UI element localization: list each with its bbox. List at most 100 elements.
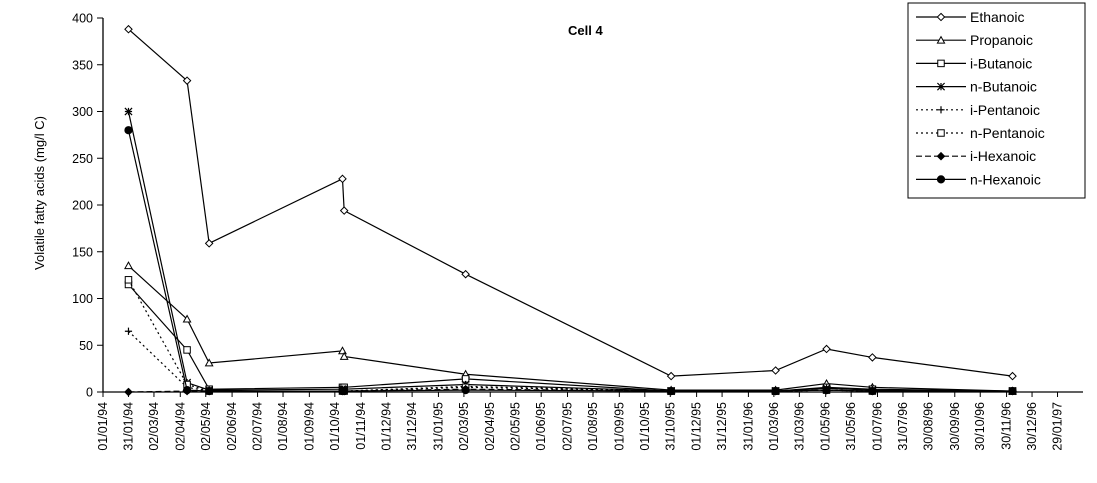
x-tick-label: 02/05/94 — [199, 402, 213, 451]
data-point-ethanoic — [666, 371, 676, 381]
data-point-ethanoic — [461, 269, 470, 279]
series-line-n-butanoic — [127, 111, 1013, 392]
data-point-propanoic — [339, 351, 349, 360]
data-point-n-hexanoic — [461, 386, 470, 395]
data-point-propanoic — [124, 261, 133, 270]
x-tick-label: 31/05/96 — [844, 402, 858, 451]
x-tick-label: 01/01/94 — [96, 402, 110, 451]
data-point-i-hexanoic — [124, 387, 133, 397]
legend-marker-ethanoic — [936, 12, 946, 22]
x-tick-label: 01/12/94 — [380, 402, 394, 451]
data-point-ethanoic — [339, 206, 349, 215]
x-tick-label: 02/06/94 — [225, 402, 239, 451]
data-point-n-butanoic — [124, 107, 133, 116]
x-tick-label: 02/07/95 — [561, 402, 575, 451]
x-tick-label: 29/01/97 — [1051, 402, 1065, 451]
x-tick-label: 30/12/96 — [1025, 402, 1039, 451]
legend-label-i-hexanoic: i-Hexanoic — [970, 148, 1036, 164]
x-tick-label: 02/04/95 — [483, 402, 497, 451]
x-tick-label: 31/07/96 — [896, 402, 910, 451]
x-tick-label: 02/03/94 — [147, 402, 161, 451]
data-point-i-pentanoic — [124, 327, 133, 335]
legend-marker-n-pentanoic — [937, 129, 945, 137]
x-tick-label: 31/12/95 — [715, 402, 729, 451]
x-tick-label: 30/09/96 — [948, 402, 962, 451]
legend-marker-n-hexanoic — [936, 175, 946, 184]
x-tick-label: 31/10/95 — [663, 402, 677, 451]
y-tick-label: 200 — [72, 199, 93, 213]
data-point-ethanoic — [182, 76, 192, 85]
legend-marker-propanoic — [936, 35, 946, 44]
x-tick-label: 01/08/95 — [586, 402, 600, 451]
series-line-n-hexanoic — [127, 130, 1013, 392]
x-tick-label: 30/10/96 — [973, 402, 987, 451]
data-point-n-hexanoic — [182, 386, 192, 395]
y-tick-label: 250 — [72, 152, 93, 166]
data-point-n-hexanoic — [822, 386, 831, 395]
data-point-n-hexanoic — [340, 386, 349, 396]
series-propanoic — [124, 261, 1017, 395]
x-tick-label: 30/08/96 — [921, 402, 935, 451]
x-tick-label: 01/07/96 — [870, 402, 884, 451]
x-tick-label: 31/01/96 — [741, 402, 755, 451]
data-point-propanoic — [204, 358, 214, 367]
y-tick-label: 400 — [72, 12, 93, 26]
x-tick-label: 01/08/94 — [276, 402, 290, 451]
data-point-ethanoic — [204, 239, 214, 248]
chart-series — [124, 24, 1017, 397]
series-line-i-butanoic — [128, 284, 1013, 392]
chart-axes: 0 50 100 150 200 250 300 350 400 01/01/94 31/01/94… — [72, 12, 1083, 451]
data-point-ethanoic — [822, 344, 831, 354]
x-tick-label: 02/04/94 — [173, 402, 187, 451]
x-tick-label: 01/09/94 — [302, 402, 316, 451]
x-tick-label: 31/03/96 — [792, 402, 806, 451]
legend-marker-n-butanoic — [936, 82, 946, 91]
data-point-n-hexanoic — [1008, 386, 1017, 396]
x-tick-label: 01/10/95 — [638, 402, 652, 451]
data-point-ethanoic — [1008, 371, 1017, 381]
series-line-n-pentanoic — [127, 279, 1013, 392]
legend-label-n-pentanoic: n-Pentanoic — [970, 125, 1045, 141]
legend-box — [907, 2, 1086, 199]
x-tick-label: 01/06/95 — [534, 402, 548, 451]
data-point-n-hexanoic — [124, 126, 133, 135]
data-point-n-hexanoic — [771, 386, 780, 396]
x-tick-label: 01/12/95 — [690, 402, 704, 451]
y-axis-title: Volatile fatty acids (mg/l C) — [32, 116, 47, 270]
series-line-ethanoic — [128, 28, 1013, 377]
data-point-n-hexanoic — [868, 386, 877, 396]
legend-label-n-butanoic: n-Butanoic — [970, 79, 1037, 95]
x-tick-label: 01/09/95 — [612, 402, 626, 451]
legend-label-i-pentanoic: i-Pentanoic — [970, 102, 1040, 118]
y-tick-label: 0 — [86, 386, 93, 400]
x-tick-label: 31/01/94 — [121, 402, 135, 451]
legend-label-n-hexanoic: n-Hexanoic — [970, 171, 1041, 187]
x-tick-label: 02/07/94 — [251, 402, 265, 451]
data-point-ethanoic — [124, 24, 133, 34]
y-tick-label: 150 — [72, 245, 93, 259]
series-n-butanoic — [124, 107, 1017, 396]
x-tick-label: 01/10/94 — [328, 402, 342, 451]
data-point-ethanoic — [771, 366, 780, 375]
series-n-pentanoic — [124, 276, 1017, 395]
x-tick-label: 30/11/96 — [1000, 402, 1014, 450]
x-tick-label: 31/01/95 — [431, 402, 445, 451]
series-line-propanoic — [128, 265, 1013, 392]
y-tick-label: 100 — [72, 292, 93, 306]
chart-title: Cell 4 — [568, 23, 603, 38]
x-tick-label: 02/03/95 — [457, 402, 471, 451]
x-tick-label: 01/03/96 — [767, 402, 781, 451]
legend-label-i-butanoic: i-Butanoic — [970, 55, 1032, 71]
data-point-i-butanoic — [183, 346, 191, 354]
legend-label-propanoic: Propanoic — [970, 32, 1033, 48]
data-point-n-hexanoic — [205, 386, 214, 396]
series-ethanoic — [124, 24, 1017, 381]
legend-label-ethanoic: Ethanoic — [970, 9, 1024, 25]
data-point-n-pentanoic — [124, 276, 133, 284]
legend-marker-i-hexanoic — [936, 151, 946, 161]
data-point-ethanoic — [868, 353, 877, 362]
series-i-butanoic — [124, 280, 1017, 395]
data-point-propanoic — [182, 314, 192, 323]
data-point-n-hexanoic — [667, 386, 676, 396]
